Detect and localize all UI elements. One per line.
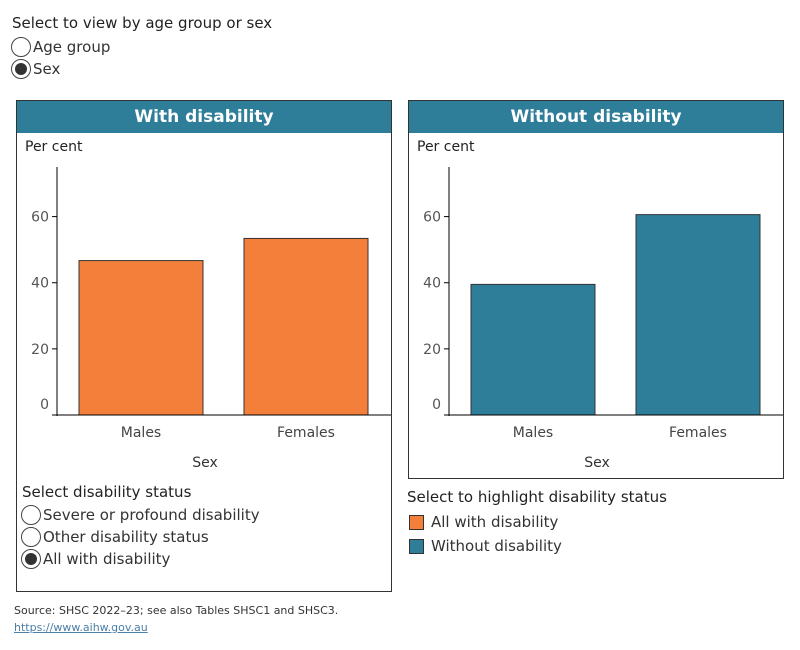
radio-circle-icon[interactable] — [11, 37, 31, 57]
radio-selected-icon[interactable] — [21, 549, 41, 569]
radio-all-with[interactable]: All with disability — [21, 548, 260, 570]
legend-label: Without disability — [431, 537, 562, 555]
x-tick-label: Females — [277, 425, 335, 441]
y-tick-label: 20 — [31, 342, 49, 358]
with-disability-panel: With disability Per cent 0 20 40 60 Males Fem… — [16, 100, 392, 592]
radio-circle-icon[interactable] — [21, 505, 41, 525]
radio-label: All with disability — [43, 550, 171, 568]
orange-swatch-icon — [409, 514, 424, 530]
y-axis-label: Per cent — [25, 139, 83, 155]
legend-item-with[interactable]: All with disability — [409, 510, 562, 534]
panel-title: Without disability — [409, 101, 783, 133]
radio-label: Severe or profound disability — [43, 506, 260, 524]
bar-females — [635, 214, 761, 416]
teal-swatch-icon — [409, 538, 424, 554]
radio-selected-icon[interactable] — [11, 59, 31, 79]
panel-title: With disability — [17, 101, 391, 133]
status-selector: Severe or profound disability Other disa… — [21, 504, 260, 570]
y-tick-label: 0 — [432, 397, 441, 413]
radio-age-group[interactable]: Age group — [11, 36, 110, 58]
legend: All with disability Without disability — [409, 510, 562, 558]
radio-label: Age group — [33, 38, 111, 56]
x-axis-label: Sex — [192, 455, 218, 471]
bar-males — [78, 260, 204, 416]
chart-without-disability: 0 20 40 60 Males Females Sex — [423, 167, 783, 471]
view-selector: Age group Sex — [11, 36, 110, 80]
y-tick-label: 60 — [423, 210, 441, 226]
radio-label: Sex — [33, 60, 61, 78]
legend-title: Select to highlight disability status — [407, 488, 667, 506]
radio-severe[interactable]: Severe or profound disability — [21, 504, 260, 526]
aihw-link[interactable]: https://www.aihw.gov.au — [14, 621, 148, 634]
x-tick-label: Males — [121, 425, 161, 441]
source-note: Source: SHSC 2022–23; see also Tables SH… — [14, 604, 339, 617]
x-tick-label: Males — [513, 425, 553, 441]
radio-circle-icon[interactable] — [21, 527, 41, 547]
y-tick-label: 0 — [40, 397, 49, 413]
legend-item-without[interactable]: Without disability — [409, 534, 562, 558]
radio-other[interactable]: Other disability status — [21, 526, 260, 548]
legend-label: All with disability — [431, 513, 559, 531]
without-disability-panel: Without disability Per cent 0 20 40 60 Males… — [408, 100, 784, 479]
x-axis-label: Sex — [584, 455, 610, 471]
radio-label: Other disability status — [43, 528, 209, 546]
y-tick-label: 40 — [423, 276, 441, 292]
bar-females — [243, 237, 369, 416]
y-axis-label: Per cent — [417, 139, 475, 155]
radio-sex[interactable]: Sex — [11, 58, 110, 80]
x-tick-label: Females — [669, 425, 727, 441]
y-tick-label: 40 — [31, 276, 49, 292]
view-selector-title: Select to view by age group or sex — [12, 14, 273, 32]
y-tick-label: 60 — [31, 210, 49, 226]
chart-with-disability: 0 20 40 60 Males Females Sex — [31, 167, 391, 471]
y-tick-label: 20 — [423, 342, 441, 358]
status-selector-title: Select disability status — [22, 483, 192, 501]
bar-males — [470, 283, 596, 416]
